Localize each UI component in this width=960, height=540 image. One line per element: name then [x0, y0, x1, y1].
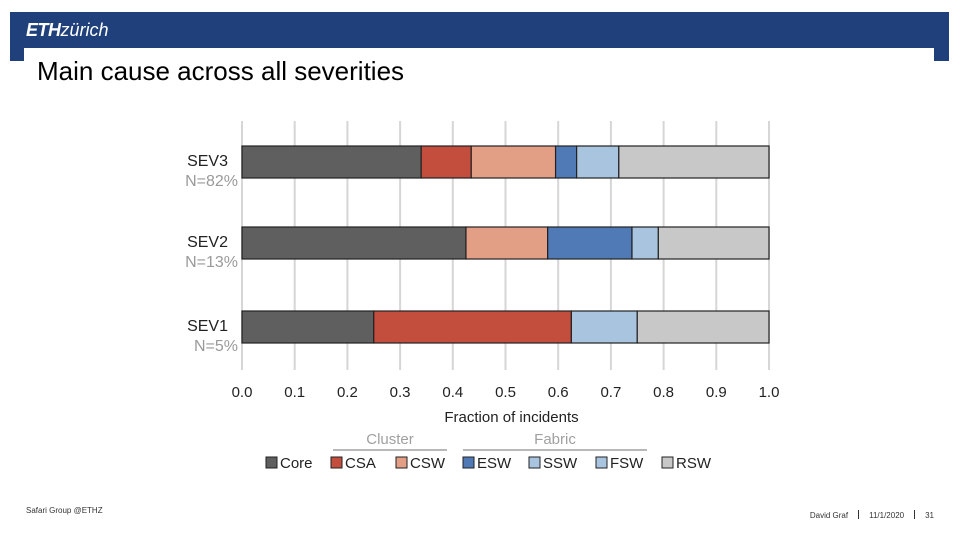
- legend-swatch-fsw: [595, 456, 608, 469]
- bar-segment-csa: [373, 310, 572, 344]
- footer-meta: David Graf 11/1/2020 31: [810, 510, 934, 520]
- footer-group: Safari Group @ETHZ: [26, 506, 103, 515]
- legend-label-csw: CSW: [410, 455, 446, 472]
- footer-date: 11/1/2020: [869, 511, 905, 520]
- legend-swatch-core: [265, 456, 278, 469]
- legend-label-ssw: SSW: [543, 455, 578, 472]
- bar-segment-rsw: [618, 145, 770, 179]
- x-tick-label: 0.9: [706, 384, 727, 401]
- bar-segment-csw: [470, 145, 557, 179]
- bar-segment-csa: [420, 145, 472, 179]
- footer-separator: [914, 510, 916, 519]
- bar-segment-fsw: [576, 145, 620, 179]
- category-label: SEV2: [187, 234, 228, 251]
- footer-author: David Graf: [809, 511, 849, 520]
- x-tick-label: 0.8: [653, 384, 674, 401]
- bar-segment-core: [241, 226, 467, 260]
- legend-label-rsw: RSW: [676, 455, 712, 472]
- legend-label-core: Core: [280, 455, 313, 472]
- footer-page-number: 31: [925, 511, 934, 520]
- legend-label-fsw: FSW: [610, 455, 644, 472]
- header-strip: [24, 48, 934, 61]
- legend-swatch-csw: [395, 456, 408, 469]
- slide-title: Main cause across all severities: [37, 56, 405, 86]
- legend-swatch-esw: [462, 456, 475, 469]
- x-tick-label: 0.0: [232, 384, 253, 401]
- x-tick-label: 0.2: [337, 384, 358, 401]
- legend-group-label: Cluster: [366, 431, 414, 448]
- x-axis-label: Fraction of incidents: [444, 409, 578, 426]
- x-tick-label: 0.4: [442, 384, 463, 401]
- legend-group-label: Fabric: [534, 431, 576, 448]
- footer-separator: [858, 510, 860, 519]
- x-tick-label: 1.0: [759, 384, 780, 401]
- category-label: SEV1: [187, 318, 228, 335]
- category-sublabel: N=13%: [185, 254, 238, 271]
- legend-swatch-csa: [330, 456, 343, 469]
- x-tick-label: 0.7: [600, 384, 621, 401]
- legend-swatch-ssw: [528, 456, 541, 469]
- logo-eth-text: ETH: [26, 20, 61, 40]
- logo-zurich-text: zürich: [60, 20, 109, 40]
- bar-segment-core: [241, 145, 422, 179]
- bar-segment-csw: [465, 226, 549, 260]
- bar-segment-rsw: [636, 310, 770, 344]
- x-tick-label: 0.3: [390, 384, 411, 401]
- x-tick-label: 0.1: [284, 384, 305, 401]
- x-tick-label: 0.5: [495, 384, 516, 401]
- legend-label-esw: ESW: [477, 455, 512, 472]
- category-sublabel: N=5%: [194, 338, 238, 355]
- legend-swatch-rsw: [661, 456, 674, 469]
- bar-segment-fsw: [570, 310, 638, 344]
- eth-logo: ETHzürich: [26, 19, 109, 41]
- bar-segment-esw: [547, 226, 633, 260]
- bar-segment-fsw: [631, 226, 659, 260]
- legend-label-csa: CSA: [345, 455, 376, 472]
- x-tick-label: 0.6: [548, 384, 569, 401]
- category-label: SEV3: [187, 153, 228, 170]
- bar-segment-esw: [554, 145, 578, 179]
- bar-segment-core: [241, 310, 375, 344]
- category-sublabel: N=82%: [185, 173, 238, 190]
- bar-segment-rsw: [657, 226, 770, 260]
